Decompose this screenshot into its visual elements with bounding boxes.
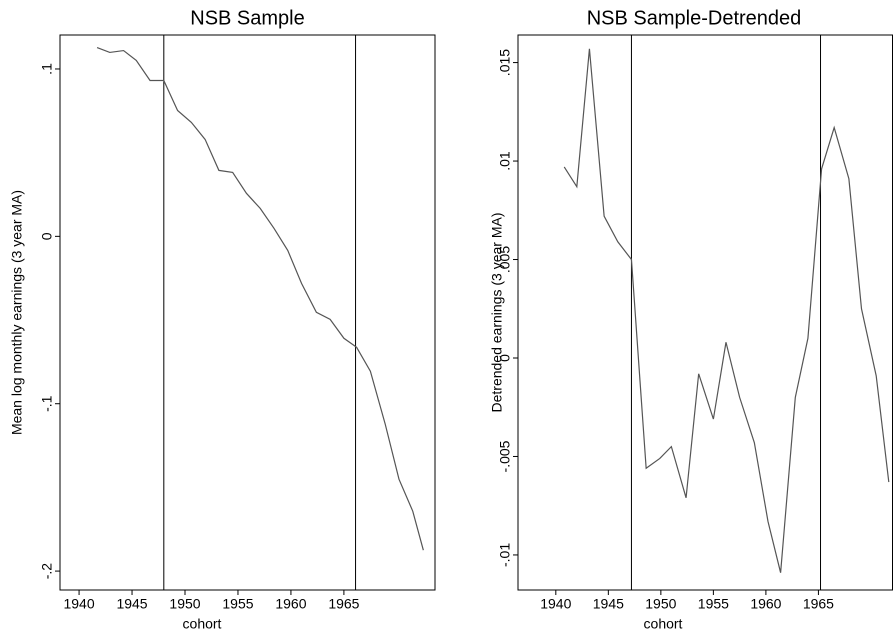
plot-frame: [59, 34, 436, 591]
x-tick-label: 1955: [222, 596, 253, 612]
x-axis-label: cohort: [183, 616, 222, 632]
y-tick-label: -.005: [497, 440, 513, 472]
plot-frame: [517, 34, 893, 591]
y-tick-label: 0: [497, 354, 513, 362]
y-tick-label: .01: [497, 151, 513, 171]
chart-title: NSB Sample: [190, 7, 305, 29]
x-tick-label: 1950: [645, 596, 676, 612]
data-line: [563, 48, 890, 573]
x-tick-label: 1960: [750, 596, 781, 612]
y-tick-label: -.01: [497, 543, 513, 567]
x-tick-label: 1945: [116, 596, 147, 612]
y-tick-label: .015: [497, 49, 513, 76]
x-tick-label: 1955: [698, 596, 729, 612]
y-axis-label: Detrended earnings (3 year MA): [489, 213, 505, 413]
y-tick-label: -.1: [39, 395, 55, 412]
x-axis-label: cohort: [644, 616, 683, 632]
x-tick-label: 1960: [275, 596, 306, 612]
chart-title: NSB Sample-Detrended: [587, 7, 802, 29]
y-tick-label: 0: [39, 232, 55, 240]
x-tick-label: 1965: [803, 596, 834, 612]
y-tick-label: -.2: [39, 563, 55, 580]
x-tick-label: 1940: [540, 596, 571, 612]
y-tick-label: .1: [39, 63, 55, 75]
data-line: [96, 46, 424, 551]
x-tick-label: 1945: [593, 596, 624, 612]
x-tick-label: 1965: [328, 596, 359, 612]
y-axis-label: Mean log monthly earnings (3 year MA): [9, 190, 25, 435]
x-tick-label: 1940: [63, 596, 94, 612]
x-tick-label: 1950: [169, 596, 200, 612]
y-tick-label: .005: [497, 246, 513, 273]
